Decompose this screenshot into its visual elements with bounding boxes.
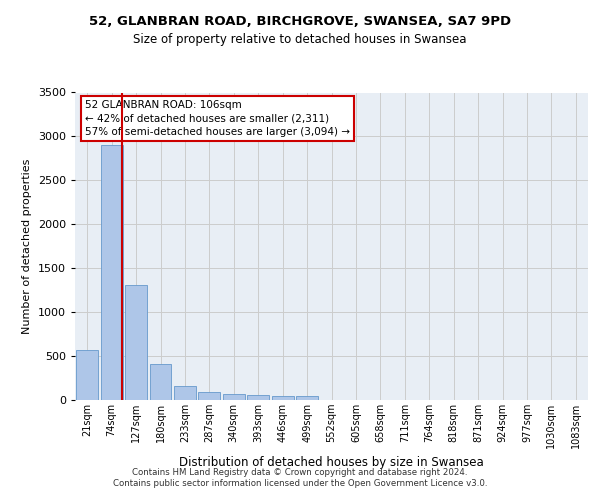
Text: 52, GLANBRAN ROAD, BIRCHGROVE, SWANSEA, SA7 9PD: 52, GLANBRAN ROAD, BIRCHGROVE, SWANSEA, …: [89, 15, 511, 28]
Bar: [174, 386, 196, 400]
Text: Contains HM Land Registry data © Crown copyright and database right 2024.
Contai: Contains HM Land Registry data © Crown c…: [113, 468, 487, 487]
Bar: [296, 396, 318, 400]
Bar: [223, 394, 245, 400]
Text: Size of property relative to detached houses in Swansea: Size of property relative to detached ho…: [133, 32, 467, 46]
Bar: [247, 395, 269, 400]
Y-axis label: Number of detached properties: Number of detached properties: [22, 158, 32, 334]
Bar: [76, 350, 98, 400]
X-axis label: Distribution of detached houses by size in Swansea: Distribution of detached houses by size …: [179, 456, 484, 469]
Bar: [199, 392, 220, 400]
Text: 52 GLANBRAN ROAD: 106sqm
← 42% of detached houses are smaller (2,311)
57% of sem: 52 GLANBRAN ROAD: 106sqm ← 42% of detach…: [85, 100, 350, 136]
Bar: [272, 396, 293, 400]
Bar: [149, 364, 172, 400]
Bar: [101, 145, 122, 400]
Bar: [125, 285, 147, 400]
